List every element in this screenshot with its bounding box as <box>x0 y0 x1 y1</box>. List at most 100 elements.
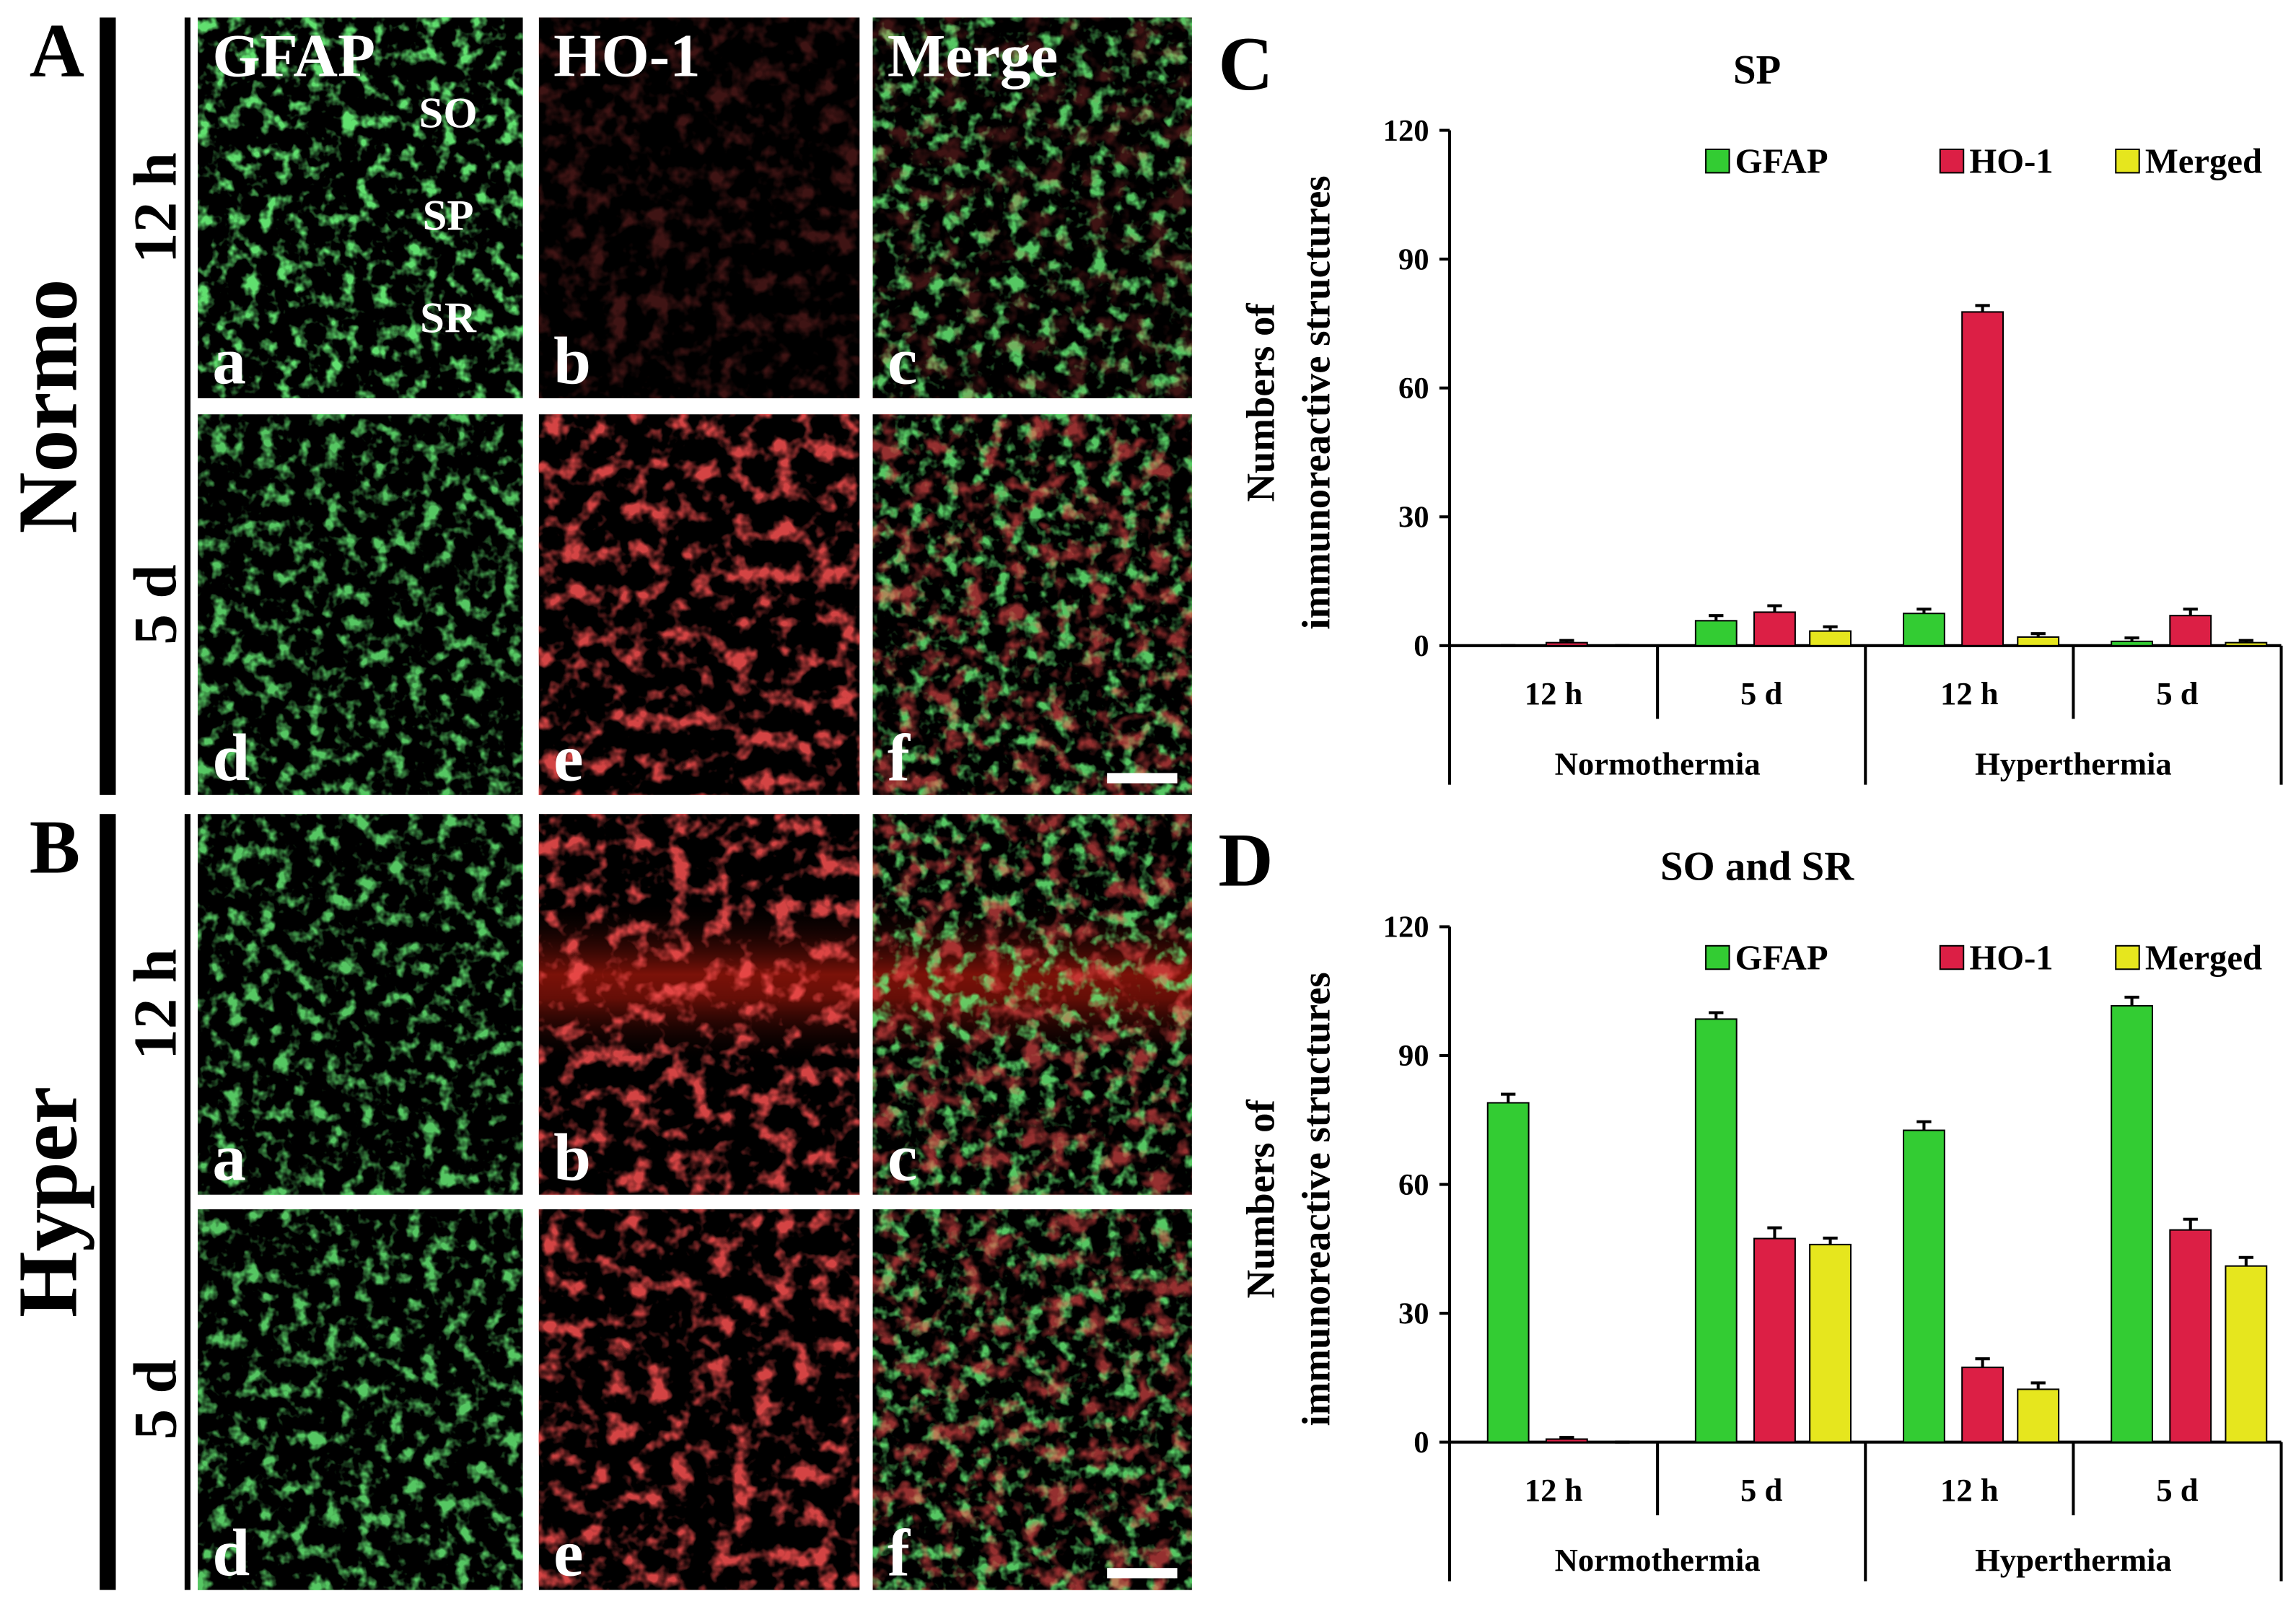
subpanel-label: e <box>553 722 583 796</box>
y-tick-label: 120 <box>1383 114 1429 148</box>
x-tick-label: 5 d <box>2156 675 2198 711</box>
legend-swatch <box>1939 148 1965 174</box>
layer-label: SO <box>419 89 477 138</box>
bar <box>1694 620 1738 646</box>
y-tick-label: 90 <box>1398 1039 1429 1073</box>
micrograph-red <box>872 814 1192 1195</box>
row-label: 5 d <box>122 564 190 644</box>
error-bar <box>1501 1092 1516 1103</box>
group-label: Hyperthermia <box>1975 745 2172 781</box>
column-label: Merge <box>888 22 1059 90</box>
error-bar <box>1823 1236 1838 1245</box>
subpanel-label: d <box>212 1516 250 1590</box>
error-bar <box>2183 1217 2198 1230</box>
subpanel-label: a <box>212 325 246 399</box>
group-bar <box>100 814 116 1590</box>
bar <box>1961 1367 2004 1443</box>
group-bar <box>100 17 116 795</box>
bar <box>2017 636 2060 646</box>
bar <box>1809 630 1852 646</box>
error-bar <box>1975 304 1990 312</box>
error-bar <box>1709 1011 1724 1020</box>
row-label: 12 h <box>122 949 190 1060</box>
bar <box>1753 611 1796 646</box>
bar <box>1694 1018 1738 1443</box>
panel-letter: D <box>1218 818 1273 903</box>
y-axis-label: immunoreactive structures <box>1294 175 1338 629</box>
group-label: Normo <box>1 279 95 534</box>
y-tick-label: 0 <box>1414 1426 1429 1460</box>
group-label: Normothermia <box>1555 1542 1761 1578</box>
chart-title: SP <box>1733 48 1781 93</box>
micrograph-red <box>872 414 1192 795</box>
column-label: HO-1 <box>553 22 701 90</box>
error-bar <box>2030 1381 2046 1390</box>
micrograph-red <box>538 17 860 398</box>
legend-label: HO-1 <box>1969 141 2053 180</box>
y-tick-label: 60 <box>1398 1168 1429 1202</box>
error-bar <box>1823 625 1838 631</box>
micrograph-green <box>198 414 523 795</box>
x-tick-label: 12 h <box>1940 1472 1999 1508</box>
y-tick-label: 30 <box>1398 1297 1429 1330</box>
error-bar <box>2238 639 2253 643</box>
y-axis-label: immunoreactive structures <box>1294 972 1338 1426</box>
bar <box>2111 1004 2153 1443</box>
y-axis-label: Numbers of <box>1239 303 1283 502</box>
group-label: Hyperthermia <box>1975 1542 2172 1578</box>
micrograph-red <box>872 1209 1192 1590</box>
error-bar <box>1559 639 1574 643</box>
error-bar <box>2183 608 2198 616</box>
error-bar <box>1709 614 1724 621</box>
error-bar <box>2124 636 2139 641</box>
x-tick-label: 5 d <box>2156 1472 2198 1508</box>
subpanel-label: f <box>888 1516 911 1590</box>
legend-label: GFAP <box>1735 938 1828 977</box>
panel-letter: A <box>30 9 84 93</box>
legend-swatch <box>1939 944 1965 970</box>
bar <box>2111 640 2153 646</box>
chart-title: SO and SR <box>1660 843 1854 889</box>
y-tick-label: 30 <box>1398 500 1429 534</box>
x-tick-label: 12 h <box>1940 675 1999 711</box>
y-axis-label: Numbers of <box>1239 1099 1283 1298</box>
legend-swatch <box>1705 944 1730 970</box>
bar <box>2017 1388 2060 1443</box>
bar <box>1545 641 1588 646</box>
y-tick-label: 90 <box>1398 242 1429 276</box>
legend-label: Merged <box>2145 938 2262 977</box>
legend-label: GFAP <box>1735 141 1828 180</box>
panel-letter: B <box>30 804 80 889</box>
micrograph-green <box>198 17 523 398</box>
row-label: 12 h <box>122 152 190 263</box>
layer-label: SR <box>420 294 477 343</box>
x-tick-label: 5 d <box>1740 675 1782 711</box>
y-tick-label: 60 <box>1398 372 1429 405</box>
error-bar <box>1916 1120 1932 1131</box>
error-bar <box>2238 1255 2253 1266</box>
scale-bar <box>1107 1568 1178 1579</box>
scale-bar <box>1107 773 1178 784</box>
bar <box>1903 1129 1945 1443</box>
subpanel-label: d <box>212 722 250 796</box>
y-tick-label: 120 <box>1383 911 1429 944</box>
error-bar <box>1975 1357 1990 1368</box>
panel-letter: C <box>1218 22 1273 106</box>
legend-swatch <box>2115 148 2140 174</box>
group-label: Hyper <box>1 1087 95 1318</box>
error-bar <box>2030 632 2046 637</box>
legend-swatch <box>1705 148 1730 174</box>
micrograph-red <box>538 1209 860 1590</box>
x-tick-label: 12 h <box>1525 1472 1583 1508</box>
layer-label: SP <box>423 192 474 240</box>
error-bar <box>1767 1226 1782 1239</box>
subpanel-label: f <box>888 722 911 796</box>
micrograph-red <box>538 414 860 795</box>
legend-swatch <box>2115 944 2140 970</box>
bar <box>2169 615 2212 646</box>
x-tick-label: 5 d <box>1740 1472 1782 1508</box>
bar <box>1809 1243 1852 1443</box>
subpanel-label: b <box>553 1121 591 1195</box>
subpanel-label: e <box>553 1516 583 1590</box>
